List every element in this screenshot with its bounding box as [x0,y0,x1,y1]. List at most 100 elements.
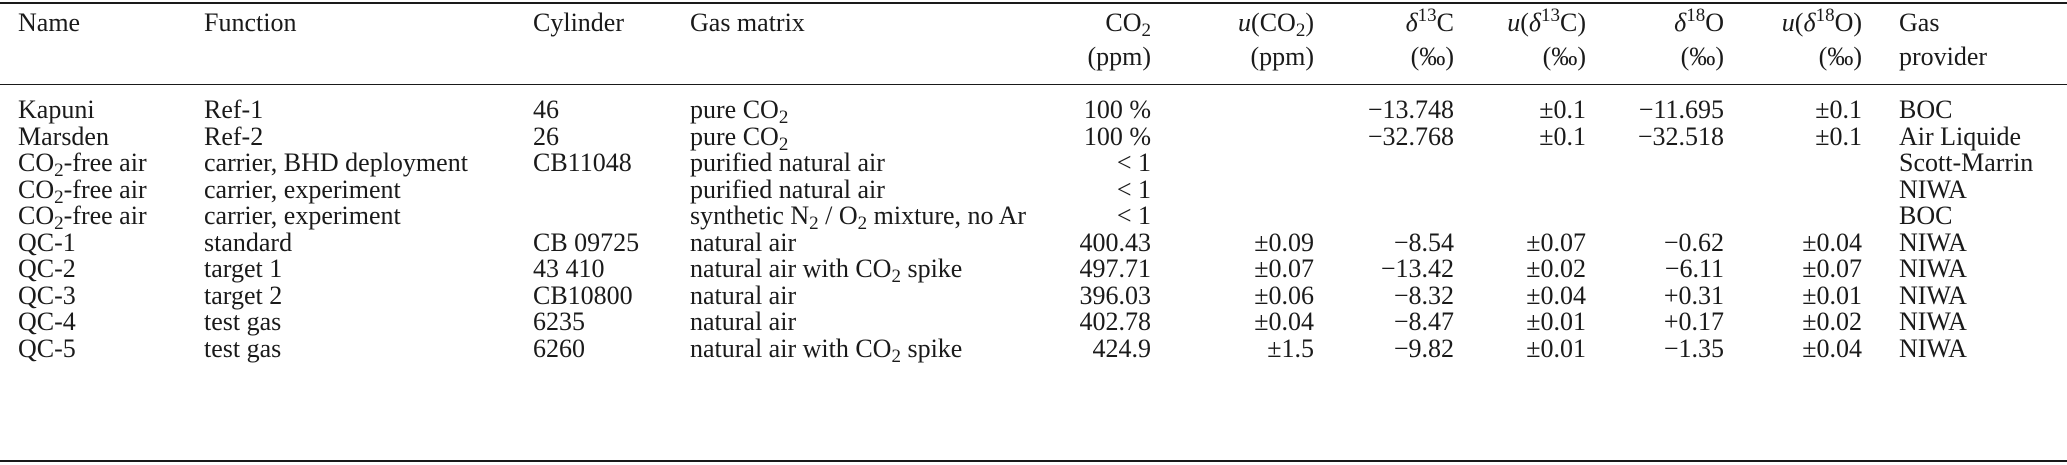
cell-u-d13c: ±0.01 [1526,307,1586,336]
header-u-d13c-unit: (‰) [1542,42,1586,71]
cell-d18o: +0.31 [1663,281,1724,310]
cell-provider: NIWA [1899,334,1967,363]
cell-co2: < 1 [1116,148,1151,177]
cell-name: CO2-free air [18,175,147,208]
cell-d13c: −8.54 [1393,228,1454,257]
cell-u-co2: ±1.5 [1267,334,1314,363]
cell-cylinder: 6235 [533,307,585,336]
cell-cylinder: CB10800 [533,281,633,310]
header-name: Name [18,8,81,37]
header-rule [0,84,2067,85]
cell-cylinder: 6260 [533,334,585,363]
cell-d18o: −0.62 [1663,228,1724,257]
cell-function: carrier, experiment [204,175,401,204]
cell-provider: NIWA [1899,281,1967,310]
cell-u-d18o: ±0.02 [1802,307,1862,336]
cell-co2: 100 % [1083,95,1151,124]
cell-cylinder: CB 09725 [533,228,640,257]
cell-provider: Air Liquide [1899,122,2022,151]
cell-u-d18o: ±0.07 [1802,254,1862,283]
cell-u-d18o: ±0.04 [1802,228,1862,257]
cell-u-d18o: ±0.1 [1815,122,1862,151]
cell-co2: < 1 [1116,175,1151,204]
cell-name: Marsden [18,122,109,151]
cell-u-d13c: ±0.02 [1526,254,1586,283]
cell-d18o: −1.35 [1663,334,1724,363]
cell-provider: NIWA [1899,254,1967,283]
cell-matrix: natural air with CO2 spike [690,334,963,367]
cell-provider: Scott-Marrin [1899,148,2034,177]
cell-u-d13c: ±0.1 [1539,122,1586,151]
cell-function: target 1 [204,254,283,283]
cell-matrix: pure CO2 [690,122,789,155]
cell-matrix: pure CO2 [690,95,789,128]
header-function: Function [204,8,297,37]
cell-matrix: synthetic N2 / O2 mixture, no Ar [690,201,1027,234]
cell-co2: 396.03 [1079,281,1152,310]
cell-matrix: natural air [690,228,797,257]
cell-function: standard [204,228,293,257]
cell-u-d18o: ±0.04 [1802,334,1862,363]
header-u-d18o: u(δ18O) [1781,5,1862,37]
cell-matrix: natural air [690,281,797,310]
header-provider-2: provider [1899,42,1988,71]
cell-cylinder: CB11048 [533,148,632,177]
cell-d18o: +0.17 [1663,307,1724,336]
cell-function: test gas [204,334,282,363]
cell-name: QC-4 [18,307,76,336]
cell-provider: NIWA [1899,307,1967,336]
cell-d18o: −6.11 [1664,254,1724,283]
header-u-d18o-unit: (‰) [1818,42,1862,71]
cell-matrix: purified natural air [690,148,885,177]
cell-u-co2: ±0.07 [1254,254,1314,283]
cell-name: QC-5 [18,334,76,363]
cell-provider: NIWA [1899,228,1967,257]
cell-function: Ref-2 [204,122,264,151]
bottom-rule [0,460,2067,462]
cell-d13c: −13.748 [1367,95,1454,124]
cell-cylinder: 26 [533,122,559,151]
cell-u-co2: ±0.04 [1254,307,1314,336]
cell-name: Kapuni [18,95,95,124]
cell-provider: NIWA [1899,175,1967,204]
cell-provider: BOC [1899,95,1953,124]
cell-d13c: −32.768 [1367,122,1454,151]
cell-co2: 400.43 [1079,228,1152,257]
cell-co2: < 1 [1116,201,1151,230]
cell-name: QC-1 [18,228,76,257]
cell-u-co2: ±0.09 [1254,228,1314,257]
header-gas-matrix: Gas matrix [690,8,805,37]
header-u-co2: u(CO2) [1238,8,1314,41]
cell-d13c: −9.82 [1393,334,1454,363]
cell-cylinder: 43 410 [533,254,605,283]
cell-d18o: −11.695 [1638,95,1724,124]
cell-cylinder: 46 [533,95,559,124]
cell-matrix: natural air with CO2 spike [690,254,963,287]
cell-function: Ref-1 [204,95,264,124]
cell-d13c: −8.47 [1393,307,1454,336]
cell-name: CO2-free air [18,201,147,234]
cell-matrix: purified natural air [690,175,885,204]
cell-function: target 2 [204,281,283,310]
cell-u-d18o: ±0.1 [1815,95,1862,124]
cell-co2: 100 % [1083,122,1151,151]
cell-u-d13c: ±0.01 [1526,334,1586,363]
cell-d13c: −13.42 [1380,254,1454,283]
cell-function: carrier, experiment [204,201,401,230]
cell-function: test gas [204,307,282,336]
cell-co2: 424.9 [1092,334,1152,363]
cell-co2: 402.78 [1079,307,1152,336]
header-d13c: δ13C [1405,5,1454,37]
cell-d18o: −32.518 [1637,122,1724,151]
header-u-d13c: u(δ13C) [1507,5,1586,37]
header-d13c-unit: (‰) [1410,42,1454,71]
header-co2-unit: (ppm) [1087,42,1151,71]
cell-d13c: −8.32 [1393,281,1454,310]
cell-name: QC-3 [18,281,76,310]
cell-co2: 497.71 [1079,254,1152,283]
header-co2: CO2 [1105,8,1151,41]
cell-name: QC-2 [18,254,76,283]
header-u-co2-unit: (ppm) [1250,42,1314,71]
cell-u-d13c: ±0.04 [1526,281,1586,310]
header-d18o: δ18O [1674,5,1724,37]
